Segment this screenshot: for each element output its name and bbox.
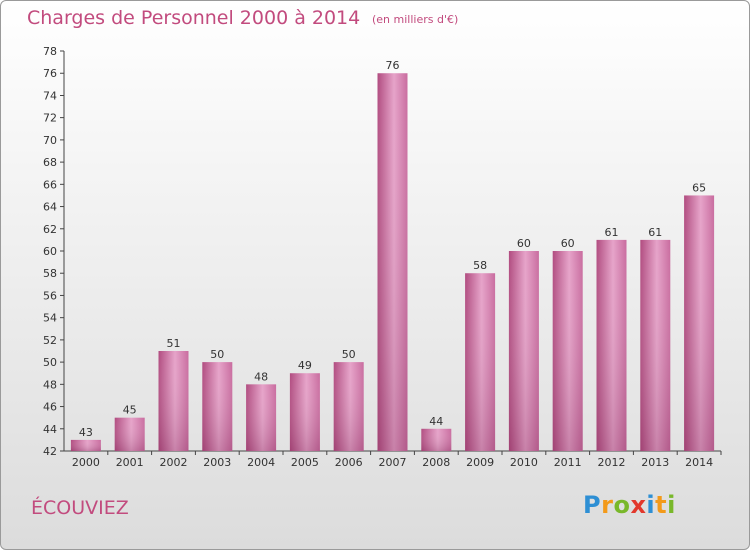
y-tick-label: 76: [43, 67, 57, 80]
chart-subtitle: (en milliers d'€): [372, 13, 459, 26]
chart-bars: [70, 73, 715, 451]
x-tick-label: 2008: [422, 456, 450, 469]
proxiti-logo: Proxiti: [583, 491, 676, 519]
x-tick-label: 2000: [72, 456, 100, 469]
x-tick-label: 2012: [598, 456, 626, 469]
y-tick-label: 42: [43, 445, 57, 458]
data-label: 58: [473, 259, 487, 272]
bar-shade: [596, 239, 627, 451]
x-tick-label: 2003: [203, 456, 231, 469]
logo-letter: o: [613, 491, 631, 519]
data-label: 61: [648, 226, 662, 239]
bar-shade: [158, 351, 189, 451]
x-tick-label: 2006: [335, 456, 363, 469]
bar-shade: [333, 362, 364, 451]
y-tick-label: 70: [43, 134, 57, 147]
bar-shade: [289, 373, 320, 451]
data-label: 48: [254, 370, 268, 383]
data-label: 49: [298, 359, 312, 372]
data-label: 61: [605, 226, 619, 239]
y-tick-label: 56: [43, 289, 57, 302]
bar-shade: [246, 384, 277, 451]
logo-letter: P: [583, 491, 602, 519]
y-tick-label: 54: [43, 312, 57, 325]
y-tick-label: 68: [43, 156, 57, 169]
place-name: ÉCOUVIEZ: [31, 497, 129, 519]
y-tick-label: 60: [43, 245, 57, 258]
data-label: 76: [386, 59, 400, 72]
bar-shade: [377, 73, 408, 451]
x-tick-label: 2007: [379, 456, 407, 469]
x-tick-label: 2001: [116, 456, 144, 469]
bar-shade: [202, 362, 233, 451]
x-tick-label: 2010: [510, 456, 538, 469]
logo-letter: x: [630, 491, 647, 519]
y-tick-label: 72: [43, 112, 57, 125]
logo-letter: i: [646, 491, 656, 519]
chart-data-labels: 43 45 51 50 48 49 50 76 44 58 60 60 61 61 65: [79, 59, 706, 439]
logo-letter: i: [667, 491, 676, 519]
chart-title: Charges de Personnel 2000 à 2014: [27, 7, 361, 29]
data-label: 51: [167, 337, 181, 350]
data-label: 65: [692, 181, 706, 194]
y-tick-label: 44: [43, 423, 57, 436]
x-tick-label: 2005: [291, 456, 319, 469]
x-tick-label: 2013: [641, 456, 669, 469]
x-tick-label: 2004: [247, 456, 275, 469]
y-tick-label: 62: [43, 223, 57, 236]
y-tick-label: 58: [43, 267, 57, 280]
y-tick-label: 78: [43, 45, 57, 58]
bar-shade: [465, 273, 496, 451]
x-tick-label: 2002: [160, 456, 188, 469]
y-tick-label: 66: [43, 178, 57, 191]
y-tick-label: 74: [43, 89, 57, 102]
y-tick-label: 50: [43, 356, 57, 369]
data-label: 60: [561, 237, 575, 250]
data-label: 44: [429, 415, 443, 428]
y-tick-label: 52: [43, 334, 57, 347]
y-tick-label: 48: [43, 378, 57, 391]
bar-shade: [70, 439, 101, 451]
y-tick-label: 64: [43, 201, 57, 214]
bar-shade: [508, 251, 539, 451]
y-tick-label: 46: [43, 401, 57, 414]
logo-letter: r: [601, 491, 614, 519]
bar-shade: [552, 251, 583, 451]
bar-shade: [640, 239, 671, 451]
bar-shade: [684, 195, 715, 451]
data-label: 50: [210, 348, 224, 361]
data-label: 60: [517, 237, 531, 250]
data-label: 43: [79, 426, 93, 439]
x-tick-label: 2014: [685, 456, 713, 469]
data-label: 50: [342, 348, 356, 361]
logo-letter: t: [655, 491, 668, 519]
data-label: 45: [123, 404, 137, 417]
x-tick-label: 2009: [466, 456, 494, 469]
bar-shade: [114, 417, 145, 451]
bar-shade: [421, 428, 452, 451]
x-tick-label: 2011: [554, 456, 582, 469]
